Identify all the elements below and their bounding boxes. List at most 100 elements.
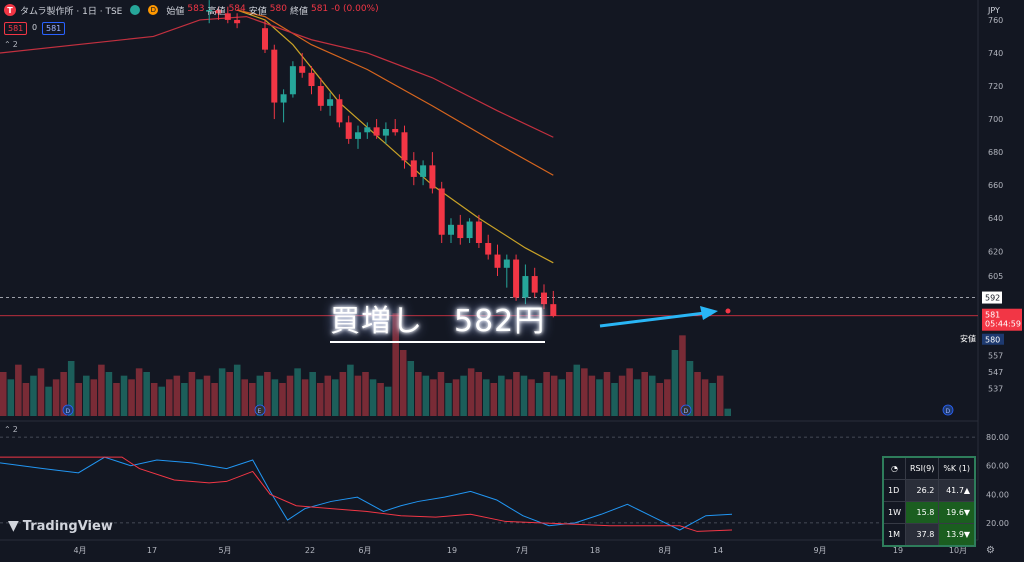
buy-price-box[interactable]: 581: [42, 22, 66, 35]
volume-bar: [45, 386, 52, 416]
low-tag-label: 安値: [960, 334, 976, 344]
volume-bar: [505, 379, 513, 416]
volume-bar: [513, 372, 520, 416]
event-marker-label: D: [946, 408, 951, 415]
rsi-table-cell: 13.9▼: [938, 523, 976, 547]
rsi-table-cell: 41.7▲: [938, 479, 976, 502]
close-value: 581: [310, 3, 329, 14]
volume-bar: [377, 383, 384, 416]
sell-price-box[interactable]: 581: [4, 22, 28, 35]
ohlc-values: 始値 583 高値 584 安値 580 終値 581 -0 (0.00%): [166, 4, 378, 17]
volume-bar: [286, 375, 294, 416]
volume-bar: [143, 372, 150, 416]
candle-body: [382, 128, 389, 136]
collapse-count: 2: [12, 40, 18, 49]
price-tick-label: 740: [988, 49, 1003, 58]
volume-bar: [203, 375, 211, 416]
volume-bar: [15, 364, 22, 416]
time-tick-label: 19: [893, 546, 903, 555]
volume-bar: [75, 383, 83, 416]
candle-body: [234, 19, 241, 24]
tradingview-logo-icon: ▼: [8, 518, 19, 534]
volume-bar: [671, 350, 679, 416]
volume-bar: [498, 375, 505, 416]
volume-bar: [724, 408, 731, 416]
candle-body: [513, 259, 520, 298]
volume-bar: [430, 379, 437, 416]
volume-bar: [279, 383, 286, 416]
marker-price-tag: [982, 291, 1002, 304]
volume-bar: [415, 372, 422, 416]
header: T タムラ製作所 · 1日 · TSE D 始値 583 高値 584 安値 580 …: [0, 0, 379, 20]
candle-body: [299, 66, 306, 73]
volume-bar: [113, 383, 120, 416]
time-tick-label: 8月: [658, 546, 671, 555]
volume-bar: [188, 372, 196, 416]
marker-price-value: 592: [985, 294, 1000, 303]
time-tick-label: 9月: [813, 546, 826, 555]
volume-bar: [0, 372, 7, 416]
candle-body: [280, 94, 287, 103]
low-value: 580: [269, 3, 287, 14]
price-tick-label: 605: [988, 272, 1003, 281]
volume-bar: [158, 386, 166, 416]
volume-bar: [128, 379, 135, 416]
low-price-tag: [982, 333, 1004, 345]
candle-body: [410, 160, 417, 177]
volume-bar: [437, 372, 445, 416]
volume-bar: [339, 372, 347, 416]
moving-average-line: [0, 16, 554, 138]
volume-bar: [475, 372, 482, 416]
volume-bar: [611, 383, 618, 416]
rsi-table-cell: 15.8: [904, 501, 940, 524]
candle-body: [485, 243, 492, 255]
high-value: 584: [228, 3, 246, 14]
candle-body: [355, 132, 361, 139]
time-tick-label: 18: [590, 546, 600, 555]
clock-icon: ◔: [882, 456, 906, 480]
volume-bar: [664, 379, 671, 416]
last-price-dot: [725, 308, 731, 314]
current-price-value: 581: [985, 311, 1000, 320]
volume-bar: [83, 375, 90, 416]
volume-bar: [482, 379, 490, 416]
market-status-icon: [130, 5, 141, 15]
volume-bar: [709, 383, 716, 416]
rsi-table-timeframe: 1W: [882, 501, 906, 524]
candle-body: [438, 188, 445, 235]
rsi-tick-label: 40.00: [986, 490, 1009, 499]
volume-bar: [716, 375, 724, 416]
candle-body: [317, 86, 324, 106]
event-marker-icon: [62, 404, 74, 416]
volume-bar: [543, 372, 550, 416]
volume-bar: [520, 375, 528, 416]
volume-bar: [37, 368, 45, 416]
volume-bar: [226, 372, 233, 416]
moving-average-line: [236, 9, 554, 264]
volume-bar: [422, 375, 430, 416]
event-marker-label: D: [66, 408, 71, 415]
currency-label[interactable]: JPY: [988, 6, 1000, 15]
volume-bar: [633, 379, 641, 416]
volume-bar: [196, 379, 203, 416]
volume-bar: [347, 364, 354, 416]
chevron-up-icon: ⌃: [4, 425, 11, 434]
candle-body: [215, 10, 222, 14]
symbol-title[interactable]: タムラ製作所 · 1日 · TSE: [20, 6, 123, 17]
candle-body: [429, 165, 436, 189]
volume-bar: [52, 379, 60, 416]
volume-bar: [407, 361, 415, 416]
moving-average-line: [236, 9, 554, 176]
time-tick-label: 10月: [949, 546, 967, 555]
candle-body: [494, 254, 501, 268]
indicator-collapse-button[interactable]: ⌃ 2: [4, 40, 18, 49]
volume-bar: [173, 375, 181, 416]
volume-bar: [324, 375, 332, 416]
candle-body: [466, 221, 473, 239]
volume-bar: [686, 361, 694, 416]
time-tick-label: 17: [147, 546, 157, 555]
volume-bar: [135, 368, 143, 416]
indicator-collapse-button-2[interactable]: ⌃ 2: [4, 425, 18, 434]
volume-bar: [233, 364, 241, 416]
